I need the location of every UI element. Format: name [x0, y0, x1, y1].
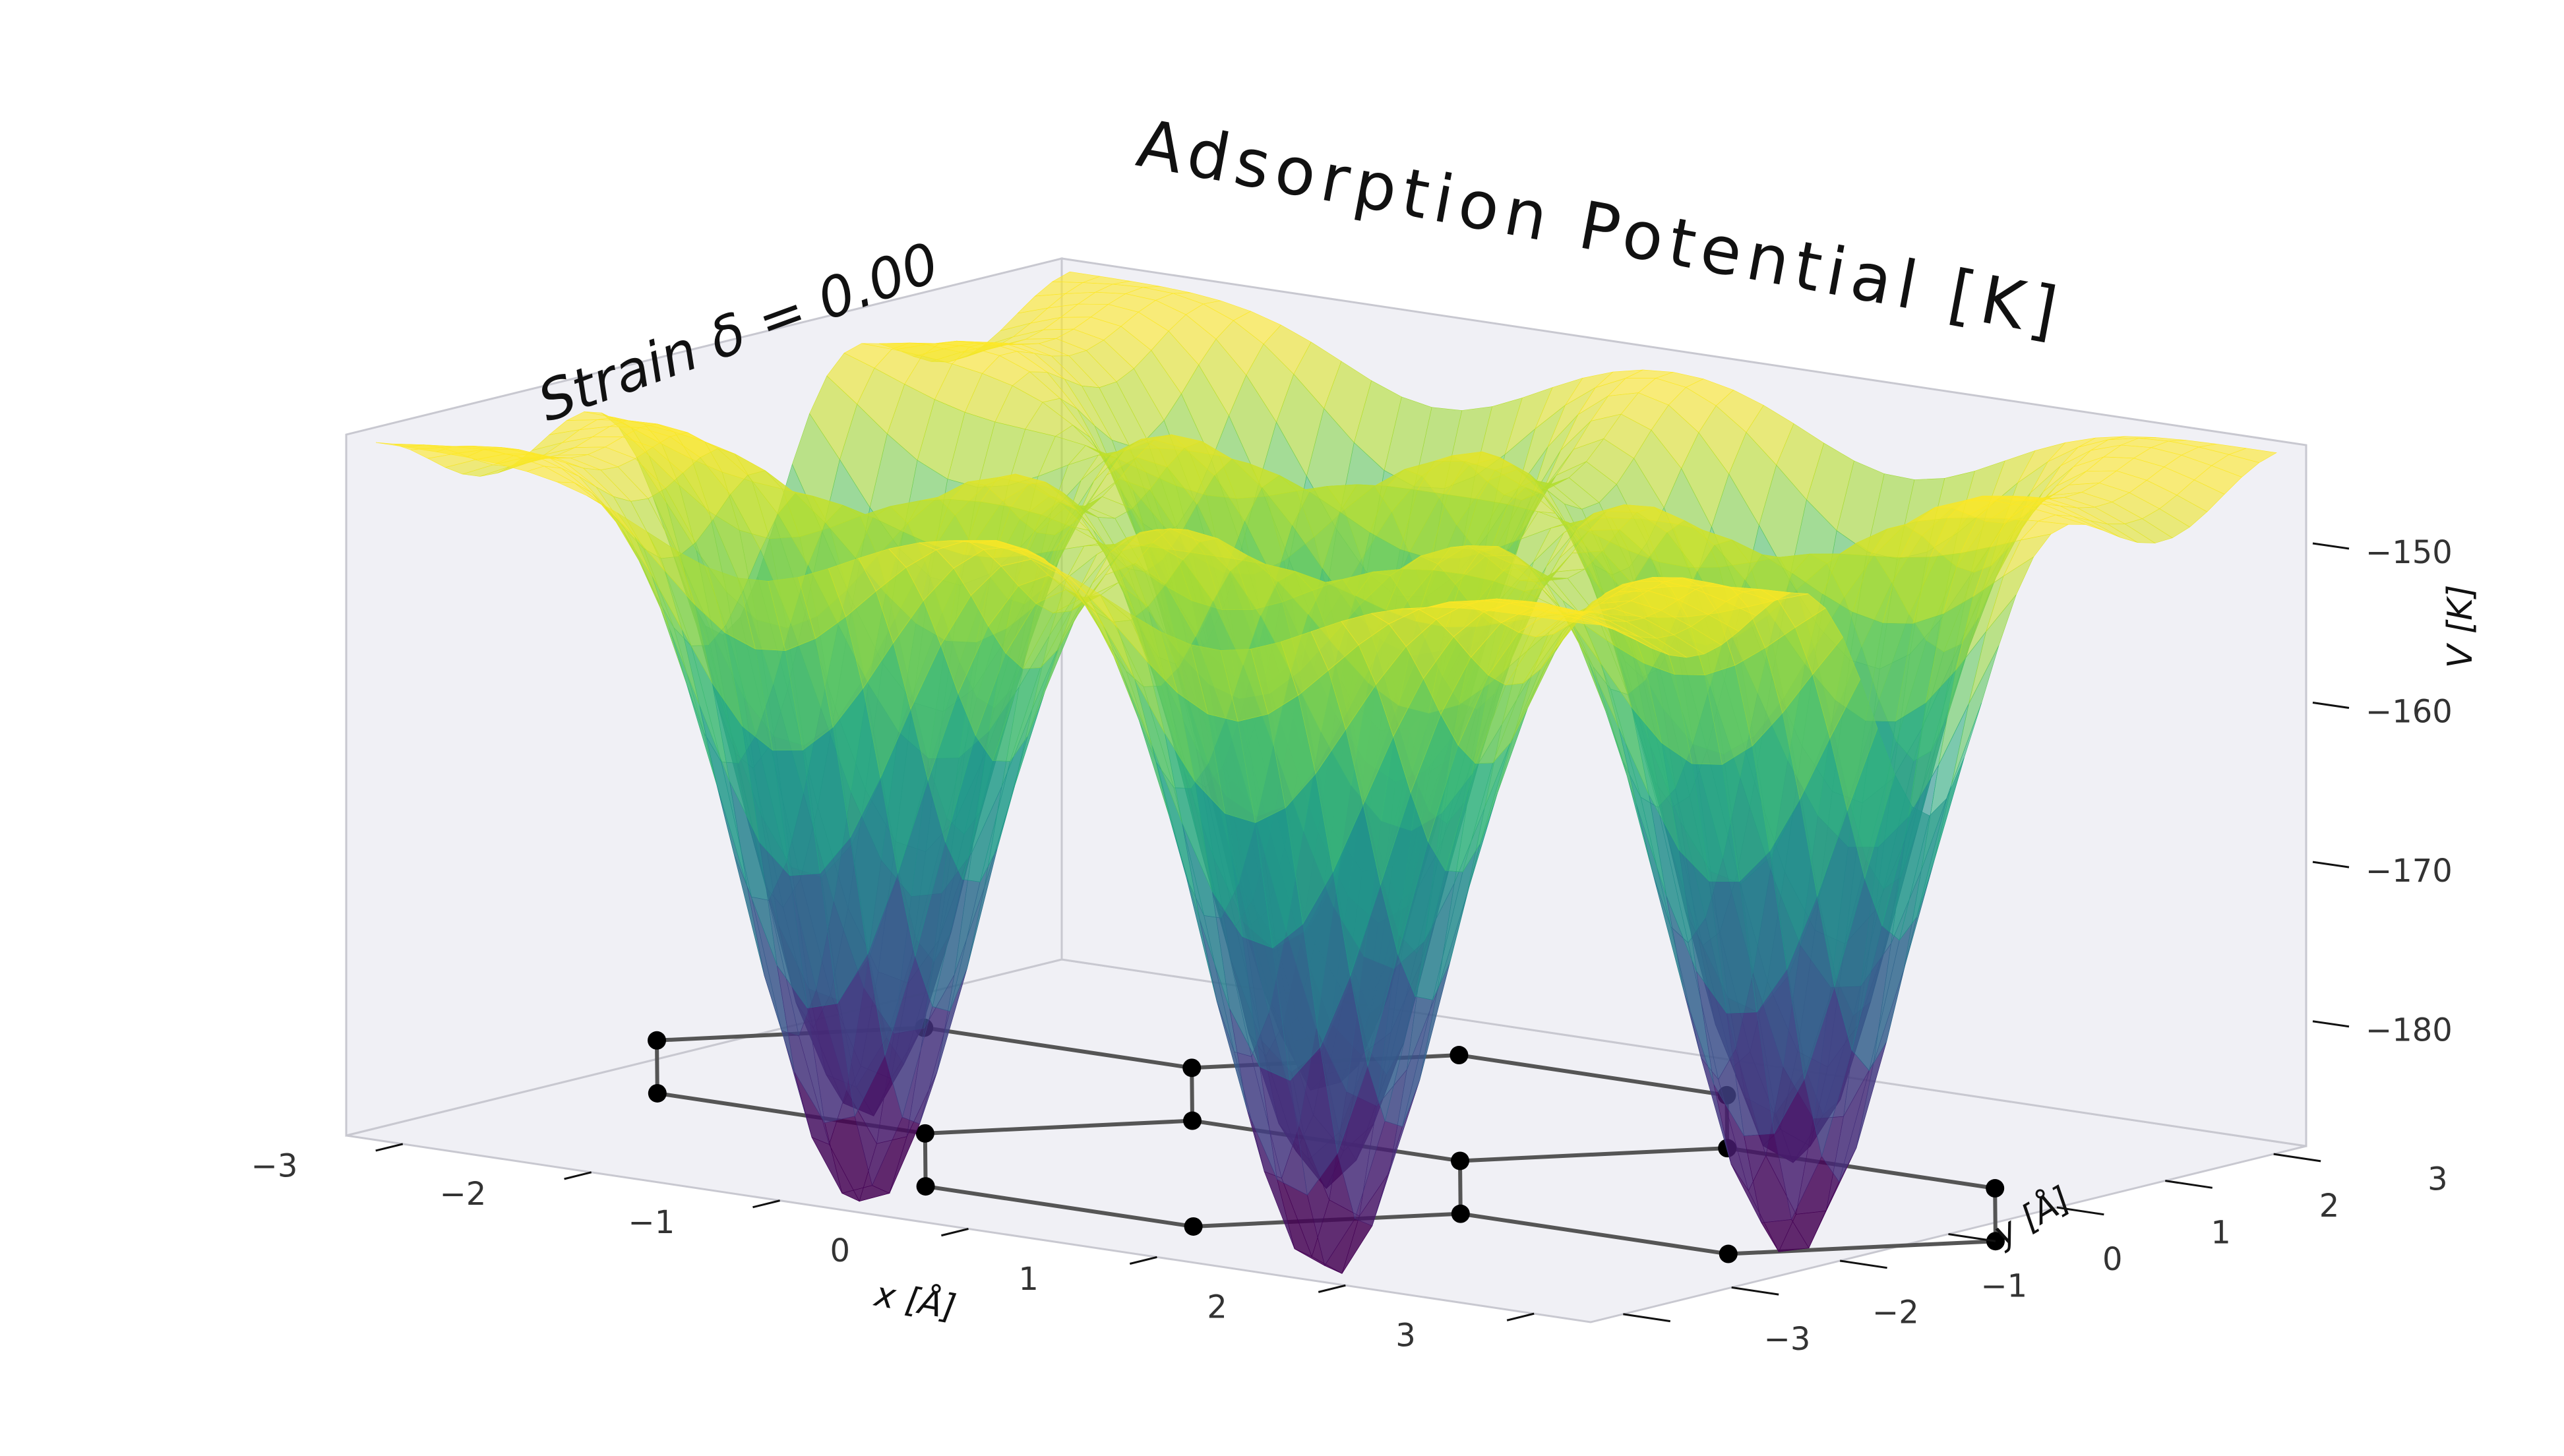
lattice-atom [648, 1083, 667, 1103]
x-tick-label: −3 [251, 1147, 298, 1184]
x-tick-label: −2 [440, 1176, 487, 1213]
lattice-atom [1451, 1204, 1470, 1223]
potential-surface [375, 271, 2277, 1274]
z-tick-label: −160 [2366, 694, 2453, 731]
y-tick [2165, 1180, 2213, 1189]
lattice-bond [1458, 1053, 1727, 1097]
y-tick-label: −1 [1980, 1267, 2027, 1304]
lattice-bond [1728, 1239, 1996, 1256]
x-tick-label: 0 [830, 1232, 850, 1269]
axis-ticks: −3 −2 −1 0 1 2 3 −3 −2 −1 0 1 2 3 −150 −160 −170 −180 [251, 534, 2453, 1358]
z-tick [2312, 702, 2350, 710]
x-tick-label: 3 [1395, 1318, 1416, 1354]
x-tick [564, 1171, 592, 1180]
lattice-bond [1459, 1146, 1728, 1163]
x-tick [752, 1199, 780, 1209]
lattice-bond [1460, 1211, 1729, 1256]
x-tick-label: 1 [1018, 1261, 1039, 1298]
y-tick-label: 0 [2102, 1241, 2123, 1278]
lattice-layer [648, 1018, 2005, 1263]
z-tick-label: −150 [2366, 534, 2453, 571]
lattice-atom [648, 1031, 667, 1050]
lattice-atom [1184, 1217, 1203, 1236]
y-tick-label: 2 [2319, 1188, 2340, 1225]
y-tick [1731, 1286, 1779, 1296]
y-tick [1839, 1259, 1887, 1269]
lattice-atom [1450, 1046, 1469, 1065]
y-tick-label: 1 [2211, 1214, 2231, 1251]
x-tick [375, 1143, 404, 1152]
x-axis-label: x [Å] [870, 1273, 959, 1328]
z-axis-label: V [K] [2441, 585, 2480, 669]
lattice-bond [925, 1118, 1193, 1136]
x-tick [1506, 1312, 1535, 1321]
y-tick-label: 3 [2427, 1161, 2448, 1198]
z-tick [2312, 1020, 2350, 1028]
z-tick [2312, 542, 2350, 550]
lattice-atom [916, 1177, 935, 1196]
y-tick [1623, 1313, 1671, 1323]
z-tick-label: −180 [2366, 1012, 2453, 1049]
y-tick [2273, 1153, 2321, 1163]
surface-facet [1552, 616, 1601, 625]
y-tick [1948, 1233, 1996, 1242]
lattice-atom [915, 1124, 934, 1143]
x-tick [1129, 1256, 1157, 1265]
z-tick-label: −170 [2366, 853, 2453, 890]
y-tick [2056, 1206, 2104, 1216]
x-tick-label: −1 [628, 1204, 675, 1241]
y-tick-label: −2 [1872, 1294, 1919, 1331]
z-tick [2312, 861, 2350, 868]
x-tick [941, 1228, 969, 1237]
x-tick [1318, 1284, 1346, 1293]
y-tick-label: −3 [1764, 1321, 1811, 1358]
lattice-atom [1183, 1111, 1202, 1130]
lattice-bond [923, 1025, 1192, 1070]
lattice-atom [1986, 1179, 2005, 1198]
lattice-atom [1182, 1058, 1202, 1077]
lattice-atom [1719, 1244, 1738, 1263]
lattice-atom [1450, 1151, 1469, 1170]
x-tick-label: 2 [1207, 1289, 1227, 1326]
lattice-bond [925, 1184, 1194, 1228]
